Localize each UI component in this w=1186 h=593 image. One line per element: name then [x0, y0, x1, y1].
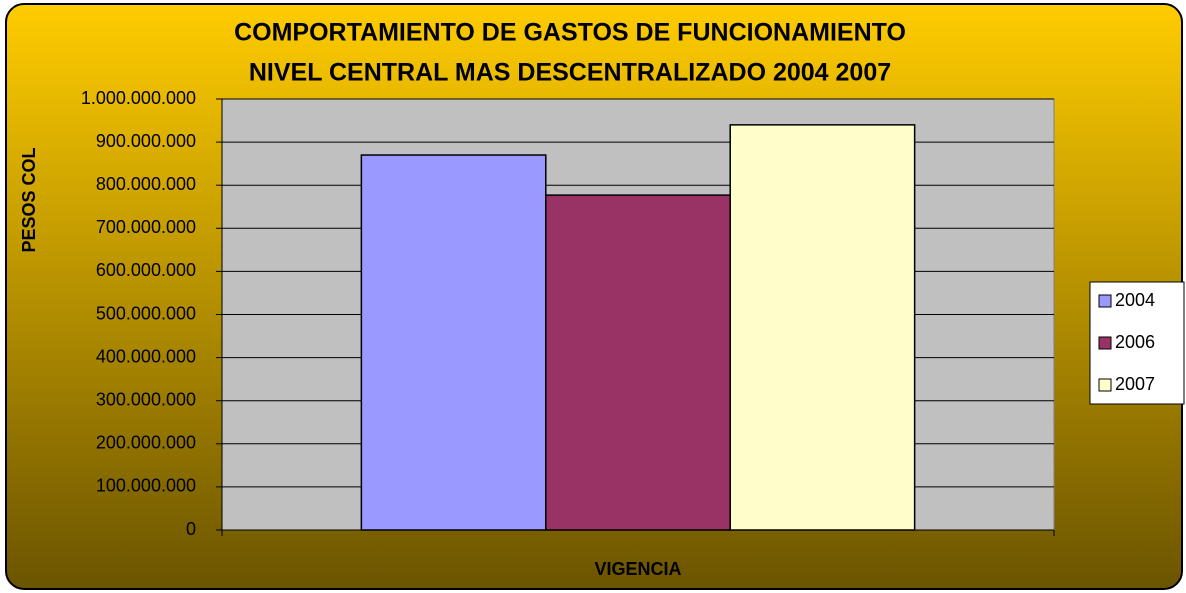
legend-swatch: [1098, 336, 1112, 350]
y-tick-label: 400.000.000: [96, 346, 196, 366]
y-tick-label: 100.000.000: [96, 476, 196, 496]
bar: [729, 124, 916, 531]
legend-label: 2006: [1115, 332, 1155, 352]
legend-swatch: [1098, 294, 1112, 308]
y-tick-label: 900.000.000: [96, 131, 196, 151]
chart-title: NIVEL CENTRAL MAS DESCENTRALIZADO 2004 2…: [249, 59, 891, 87]
y-tick-label: 800.000.000: [96, 174, 196, 194]
bar: [545, 194, 731, 531]
legend-label: 2007: [1115, 374, 1155, 394]
y-tick-label: 700.000.000: [96, 217, 196, 237]
y-axis-title: PESOS COL: [19, 147, 39, 252]
y-tick-label: 200.000.000: [96, 433, 196, 453]
x-axis-title: VIGENCIA: [594, 559, 681, 579]
legend-label: 2004: [1115, 290, 1155, 310]
y-tick-label: 1.000.000.000: [81, 88, 196, 108]
chart-title: COMPORTAMIENTO DE GASTOS DE FUNCIONAMIEN…: [234, 19, 906, 47]
y-tick-label: 300.000.000: [96, 389, 196, 409]
y-tick-label: 0: [186, 519, 196, 539]
legend-swatch: [1098, 378, 1112, 392]
y-tick-label: 600.000.000: [96, 260, 196, 280]
bar: [360, 154, 547, 531]
y-tick-label: 500.000.000: [96, 303, 196, 323]
